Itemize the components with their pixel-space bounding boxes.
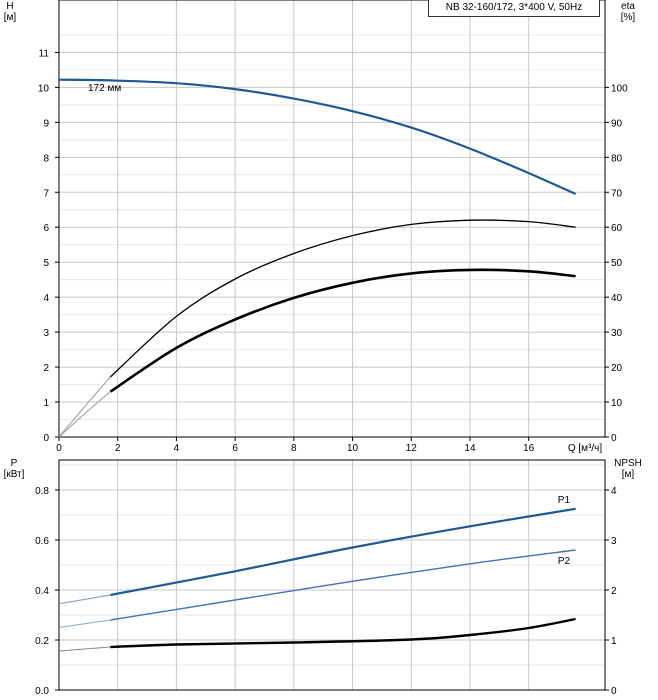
y-tick-label-right: 90	[611, 118, 623, 129]
y-tick-label-right: 10	[611, 398, 623, 409]
y-tick-label-left: 8	[43, 153, 49, 164]
y-axis-title-right: [м]	[622, 469, 635, 480]
npsh-curve	[110, 617, 576, 649]
y-axis-title-right: [%]	[621, 12, 636, 23]
y-tick-label-right: 100	[611, 83, 628, 94]
y-tick-label-right: 20	[611, 363, 623, 374]
y-tick-label-right: 60	[611, 223, 623, 234]
y-axis-title-left: P	[11, 458, 18, 469]
efficiency-extrapolation	[58, 391, 111, 438]
p1-curve-label: P1	[558, 495, 571, 506]
y-axis-title-left: [м]	[4, 12, 17, 23]
y-tick-label-right: 40	[611, 293, 623, 304]
bottom-plot-frame	[58, 459, 606, 691]
head-curve	[58, 78, 577, 196]
y-tick-label-left: 6	[43, 223, 49, 234]
y-tick-label-right: 30	[611, 328, 623, 339]
x-tick-label: 2	[115, 443, 121, 454]
y-tick-label-left: 1	[43, 398, 49, 409]
p1-extrapolation	[58, 594, 111, 605]
y-tick-label-right: 1	[611, 636, 617, 647]
y-tick-label-left: 10	[38, 83, 50, 94]
x-axis-label: Q [м³/ч]	[568, 443, 603, 454]
head-curve-label: 172 мм	[88, 83, 121, 94]
x-tick-label: 6	[232, 443, 238, 454]
x-tick-label: 12	[406, 443, 418, 454]
y-tick-label-right: 2	[611, 586, 617, 597]
y-tick-label-right: 4	[611, 486, 617, 497]
y-tick-label-right: 80	[611, 153, 623, 164]
y-tick-label-right: 3	[611, 536, 617, 547]
y-tick-label-left: 0	[43, 433, 49, 444]
y-tick-label-left: 4	[43, 293, 49, 304]
y-tick-label-right: 0	[611, 686, 617, 697]
y-axis-title-right: NPSH	[614, 458, 642, 469]
p2-curve	[110, 549, 576, 621]
efficiency-curve-thick	[109, 268, 576, 393]
x-tick-label: 8	[291, 443, 297, 454]
y-tick-label-right: 50	[611, 258, 623, 269]
y-tick-label-left: 0.8	[35, 486, 49, 497]
y-tick-label-left: 0.6	[35, 536, 49, 547]
x-tick-label: 4	[174, 443, 180, 454]
y-tick-label-left: 11	[39, 48, 50, 59]
y-tick-label-left: 2	[43, 363, 49, 374]
y-axis-title-left: H	[6, 1, 13, 12]
legend-pump-model: NB 32-160/172, 3*400 V, 50Hz	[428, 0, 600, 17]
p2-curve-label: P2	[558, 556, 571, 567]
x-tick-label: 10	[347, 443, 359, 454]
y-tick-label-left: 0.0	[35, 686, 49, 697]
npsh-extrapolation	[58, 646, 111, 652]
top-plot-frame	[58, 0, 606, 438]
y-tick-label-left: 0.2	[35, 636, 49, 647]
efficiency-extrapolation	[58, 376, 111, 438]
y-tick-label-left: 3	[43, 328, 49, 339]
y-tick-label-right: 0	[611, 433, 617, 444]
y-tick-label-left: 0.4	[35, 586, 49, 597]
y-tick-label-left: 5	[43, 258, 49, 269]
y-tick-label-right: 70	[611, 188, 623, 199]
x-tick-label: 16	[523, 443, 535, 454]
y-tick-label-left: 7	[43, 188, 49, 199]
efficiency-curve-thin	[109, 219, 576, 378]
x-tick-label: 14	[464, 443, 476, 454]
y-axis-title-left: [кВт]	[4, 469, 25, 480]
p1-curve	[110, 507, 576, 597]
x-tick-label: 0	[56, 443, 62, 454]
y-tick-label-left: 9	[43, 118, 49, 129]
p2-extrapolation	[58, 619, 111, 628]
y-axis-title-right: eta	[621, 1, 635, 12]
